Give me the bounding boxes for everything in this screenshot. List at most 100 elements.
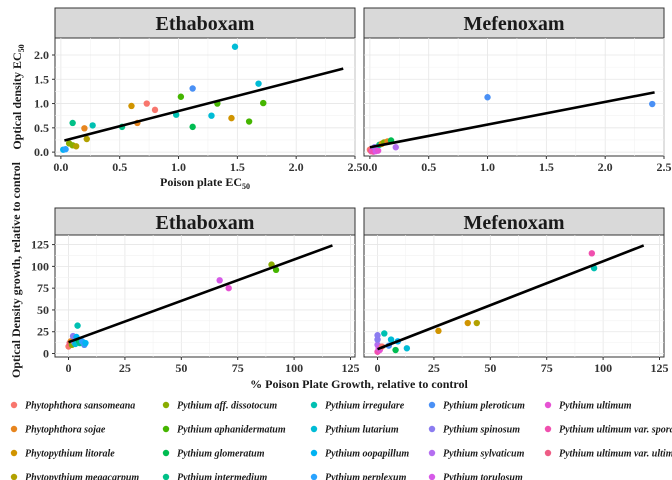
fit-layer: [68, 244, 333, 344]
legend-label: Pythium oopapillum: [325, 449, 409, 460]
legend-label: Phytophthora sojae: [25, 425, 106, 436]
legend-item: Phytopythium litorale: [10, 449, 115, 460]
data-point: [208, 112, 215, 119]
legend-key: [310, 449, 318, 457]
x-tick-label: 100: [285, 361, 303, 375]
data-point: [225, 284, 232, 292]
legend-label: Pythium intermedium: [177, 473, 268, 480]
data-point: [128, 102, 135, 110]
data-point: [464, 319, 471, 327]
y-tick-label: 0: [43, 347, 49, 361]
legend-label: Pythium ultimum: [559, 401, 632, 412]
x-tick-label: 100: [594, 361, 612, 375]
x-tick-label: 2.0: [289, 160, 304, 174]
x-tick-label: 1.0: [171, 160, 186, 174]
y-tick-label: 1.5: [34, 72, 49, 86]
legend-label: Pythium perplexum: [325, 473, 407, 480]
x-axis-title-top-subscript: 50: [242, 182, 250, 191]
legend-label: Pythium ultimum var. ultimum: [559, 449, 672, 460]
y-axis-title-top-main: Optical density EC: [10, 52, 24, 149]
x-tick-label: 125: [650, 361, 668, 375]
legend-label: Pythium sylvaticum: [443, 449, 525, 460]
legend-item: Pythium irregulare: [310, 401, 405, 412]
panel-top-ethaboxam: Ethaboxam 0.0 0.5 1.0 1.5 2.0 2.5 0.0 0.5 1.0 1.…: [34, 7, 363, 174]
x-tick-label: 75: [541, 361, 553, 375]
y-axis-title-top: Optical density EC50: [10, 44, 26, 149]
grid: [364, 235, 664, 357]
legend-key: [544, 401, 552, 409]
y-tick-label: 1.0: [34, 97, 49, 111]
legend-item: Pythium perplexum: [310, 473, 407, 480]
x-axis: 0 25 50 75 100 125: [375, 357, 668, 375]
legend-key: [428, 401, 436, 409]
data-point: [392, 346, 399, 354]
data-point: [62, 146, 69, 153]
legend-key: [428, 473, 436, 480]
data-point: [231, 43, 239, 50]
legend-label: Pythium aphanidermatum: [177, 425, 286, 436]
x-tick-label: 25: [428, 361, 440, 375]
data-point: [272, 266, 280, 274]
legend-item: Phytopythium megacarpum: [10, 473, 139, 480]
legend-label: Phytopythium litorale: [25, 449, 115, 460]
x-axis: 0.0 0.5 1.0 1.5 2.0 2.5: [362, 156, 672, 174]
y-axis-title-top-subscript: 50: [17, 44, 26, 52]
x-tick-label: 0.0: [362, 160, 377, 174]
grid: [55, 235, 355, 357]
legend-key: [544, 449, 552, 457]
data-point: [81, 125, 88, 132]
x-tick-label: 0: [66, 361, 72, 375]
legend-item: Pythium pleroticum: [428, 401, 525, 412]
legend-item: Pythium ultimum: [544, 401, 632, 412]
data-point: [484, 94, 491, 101]
legend-item: Pythium glomeratum: [162, 449, 265, 460]
x-tick-label: 75: [232, 361, 244, 375]
legend-key: [428, 425, 436, 433]
data-point: [403, 345, 411, 352]
strip-label: Mefenoxam: [463, 13, 564, 35]
panel-bottom-mefenoxam: Mefenoxam 0 25 50 75 100 125: [363, 207, 668, 375]
legend-item: Pythium sylvaticum: [428, 449, 525, 460]
regression-line: [369, 91, 655, 149]
x-tick-label: 2.5: [348, 160, 363, 174]
strip-label: Ethaboxam: [156, 13, 255, 35]
x-tick-label: 0.5: [421, 160, 436, 174]
y-axis: 0.0 0.5 1.0 1.5 2.0: [34, 48, 55, 159]
legend-key: [162, 473, 170, 480]
legend-item: Pythium lutarium: [310, 425, 399, 436]
legend-key: [162, 425, 170, 433]
legend-label: Pythium irregulare: [325, 401, 405, 412]
strip-background: [363, 7, 665, 39]
data-point: [143, 100, 150, 107]
legend-key: [162, 401, 170, 409]
legend-item: Pythium aphanidermatum: [162, 425, 286, 436]
x-tick-label: 25: [119, 361, 131, 375]
data-point: [473, 319, 480, 327]
legend-label: Pythium spinosum: [443, 425, 520, 436]
y-tick-label: 0.5: [34, 121, 49, 135]
strip-label: Ethaboxam: [156, 212, 255, 234]
legend: Phytophthora sansomeana Phytophthora soja…: [10, 401, 672, 480]
data-point: [228, 114, 235, 122]
data-point: [381, 330, 388, 337]
regression-line: [68, 244, 333, 344]
legend-item: Pythium torulosum: [428, 473, 523, 480]
x-axis-title-bottom: % Poison Plate Growth, relative to contr…: [250, 377, 468, 391]
panel-top-mefenoxam: Mefenoxam 0.0 0.5 1.0 1.5 2.0 2.5: [362, 7, 672, 174]
legend-key: [544, 425, 552, 433]
y-axis-title-bottom: Optical Density growth, relative to cont…: [9, 161, 23, 378]
x-tick-label: 0: [375, 361, 381, 375]
x-tick-label: 50: [484, 361, 496, 375]
grid: [364, 38, 665, 156]
y-tick-label: 25: [37, 325, 49, 339]
legend-item: Pythium ultimum var. ultimum: [544, 449, 672, 460]
data-point: [189, 123, 196, 131]
data-point: [588, 250, 596, 257]
x-axis-title-top: Poison plate EC50: [160, 175, 250, 191]
data-point: [72, 143, 80, 150]
x-tick-label: 1.5: [539, 160, 554, 174]
legend-key: [10, 401, 18, 409]
data-point: [74, 322, 81, 329]
plot-area: [363, 37, 665, 157]
